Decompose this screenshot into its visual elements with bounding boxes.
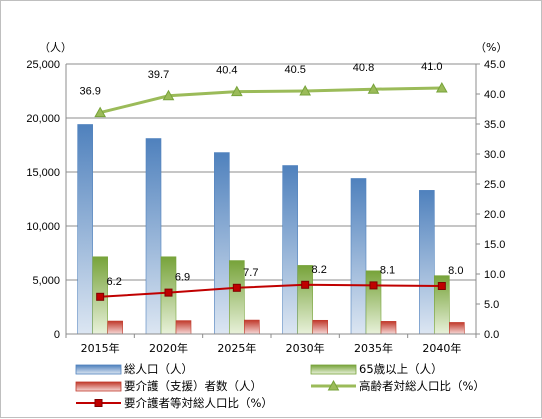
y-right-tick-label: 25.0 [484,179,505,191]
data-label-aged-ratio: 40.5 [284,64,305,76]
line-care-ratio [100,283,442,298]
y-right-tick-label: 0.0 [484,329,499,341]
bar-care-needed [312,319,328,335]
x-tick-label: 2020年 [149,341,188,355]
bar-care-needed [175,320,192,335]
x-tick-label: 2035年 [354,341,393,355]
bar-total-population [145,138,162,335]
bar-care-needed [244,319,260,335]
bar-total-population [282,165,298,335]
point-care-ratio [369,281,378,290]
legend-swatch-total-population [75,364,122,375]
data-label-aged-ratio: 40.8 [353,62,374,74]
point-aged-ratio [162,89,175,101]
y-left-unit-label: （人） [39,41,72,54]
x-tick-label: 2025年 [217,341,256,355]
y-left-tick-label: 20,000 [26,113,60,125]
bar-care-needed [380,321,397,335]
data-label-aged-ratio: 41.0 [421,61,442,73]
data-label-care-ratio: 8.0 [448,265,463,277]
y-left-tick-label: 25,000 [26,59,60,71]
legend-swatch-care-needed [75,381,122,392]
legend-marker-care-ratio [94,399,103,407]
y-left-tick-label: 5,000 [32,275,60,287]
data-label-care-ratio: 7.7 [243,267,258,279]
data-label-care-ratio: 6.2 [107,276,122,288]
point-care-ratio [164,288,173,297]
legend-swatch-aged-65-plus [310,364,357,375]
point-aged-ratio [299,84,312,96]
y-right-unit-label: （%） [475,41,507,54]
bar-total-population [77,124,93,335]
y-right-tick-label: 45.0 [484,59,505,71]
y-right-tick-label: 20.0 [484,209,505,221]
y-left-tick-label: 10,000 [26,221,60,233]
x-tick-label: 2030年 [286,341,325,355]
legend-label-aged-ratio: 高齢者対総人口比（%） [359,379,485,393]
legend-label-total-population: 総人口（人） [124,362,193,376]
point-aged-ratio [367,83,380,94]
y-right-tick-label: 40.0 [484,89,505,101]
y-left-tick-label: 15,000 [26,167,60,179]
y-right-tick-label: 30.0 [484,149,505,161]
point-aged-ratio [94,106,107,118]
bar-aged-65-plus [297,265,313,335]
bar-aged-65-plus [229,260,245,335]
data-label-care-ratio: 8.2 [312,264,327,276]
legend-label-aged-65-plus: 65歳以上（人） [359,362,443,376]
point-care-ratio [96,292,105,301]
point-care-ratio [232,283,241,292]
point-aged-ratio [435,81,448,93]
y-right-tick-label: 5.0 [484,299,499,311]
legend-label-care-ratio: 要介護者等対総人口比（%） [124,396,273,410]
bar-total-population [419,190,435,335]
data-label-care-ratio: 6.9 [175,272,190,284]
bar-aged-65-plus [365,270,382,335]
y-right-tick-label: 35.0 [484,119,505,131]
bar-total-population [350,178,367,335]
bar-care-needed [449,322,465,335]
data-label-aged-ratio: 40.4 [216,65,237,77]
y-right-tick-label: 15.0 [484,239,505,251]
legend-label-care-needed: 要介護（支援）者数（人） [124,379,262,393]
x-tick-label: 2040年 [422,341,461,355]
data-label-aged-ratio: 36.9 [79,86,100,98]
legend-marker-aged-ratio [327,379,340,391]
point-aged-ratio [230,85,243,97]
y-left-tick-label: 0 [54,329,60,341]
point-care-ratio [437,282,446,290]
data-label-care-ratio: 8.1 [380,264,395,276]
data-label-aged-ratio: 39.7 [148,69,169,81]
y-right-tick-label: 10.0 [484,269,505,281]
point-care-ratio [301,280,310,289]
bar-total-population [214,152,230,335]
x-tick-label: 2015年 [81,341,120,355]
bar-care-needed [107,320,123,335]
line-aged-ratio [99,86,442,115]
